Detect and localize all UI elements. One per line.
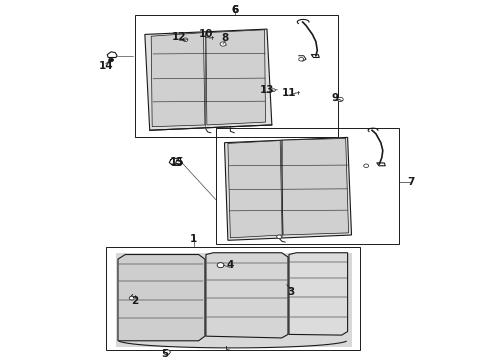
Bar: [216, 129, 399, 244]
Polygon shape: [289, 253, 347, 335]
Circle shape: [183, 38, 188, 41]
Text: 1: 1: [190, 234, 197, 244]
Text: 10: 10: [198, 30, 213, 39]
Polygon shape: [281, 139, 348, 235]
Circle shape: [163, 350, 170, 355]
Circle shape: [364, 164, 368, 167]
Circle shape: [277, 235, 282, 239]
Text: 15: 15: [170, 157, 184, 167]
Circle shape: [217, 263, 224, 267]
Polygon shape: [206, 253, 288, 338]
Text: 6: 6: [232, 5, 239, 14]
Text: 12: 12: [172, 32, 186, 42]
Polygon shape: [206, 30, 266, 125]
Polygon shape: [224, 138, 351, 240]
Text: 9: 9: [332, 93, 339, 103]
Text: 5: 5: [161, 349, 168, 359]
Polygon shape: [151, 33, 205, 127]
Bar: [106, 247, 360, 350]
Text: 13: 13: [260, 85, 274, 95]
Circle shape: [220, 42, 226, 46]
Text: 4: 4: [227, 260, 234, 270]
Polygon shape: [118, 255, 205, 341]
Text: 8: 8: [222, 33, 229, 43]
Text: 2: 2: [131, 296, 139, 306]
Text: 7: 7: [408, 177, 415, 187]
Circle shape: [271, 89, 275, 91]
Circle shape: [299, 58, 304, 61]
Bar: [135, 15, 338, 138]
Circle shape: [109, 58, 114, 62]
Circle shape: [337, 97, 343, 102]
Text: 11: 11: [282, 88, 296, 98]
Text: 6: 6: [232, 5, 239, 14]
Polygon shape: [145, 29, 272, 130]
Polygon shape: [228, 140, 282, 238]
Polygon shape: [116, 253, 352, 347]
Text: 14: 14: [98, 61, 113, 71]
Circle shape: [129, 296, 134, 300]
Text: 3: 3: [288, 287, 295, 297]
